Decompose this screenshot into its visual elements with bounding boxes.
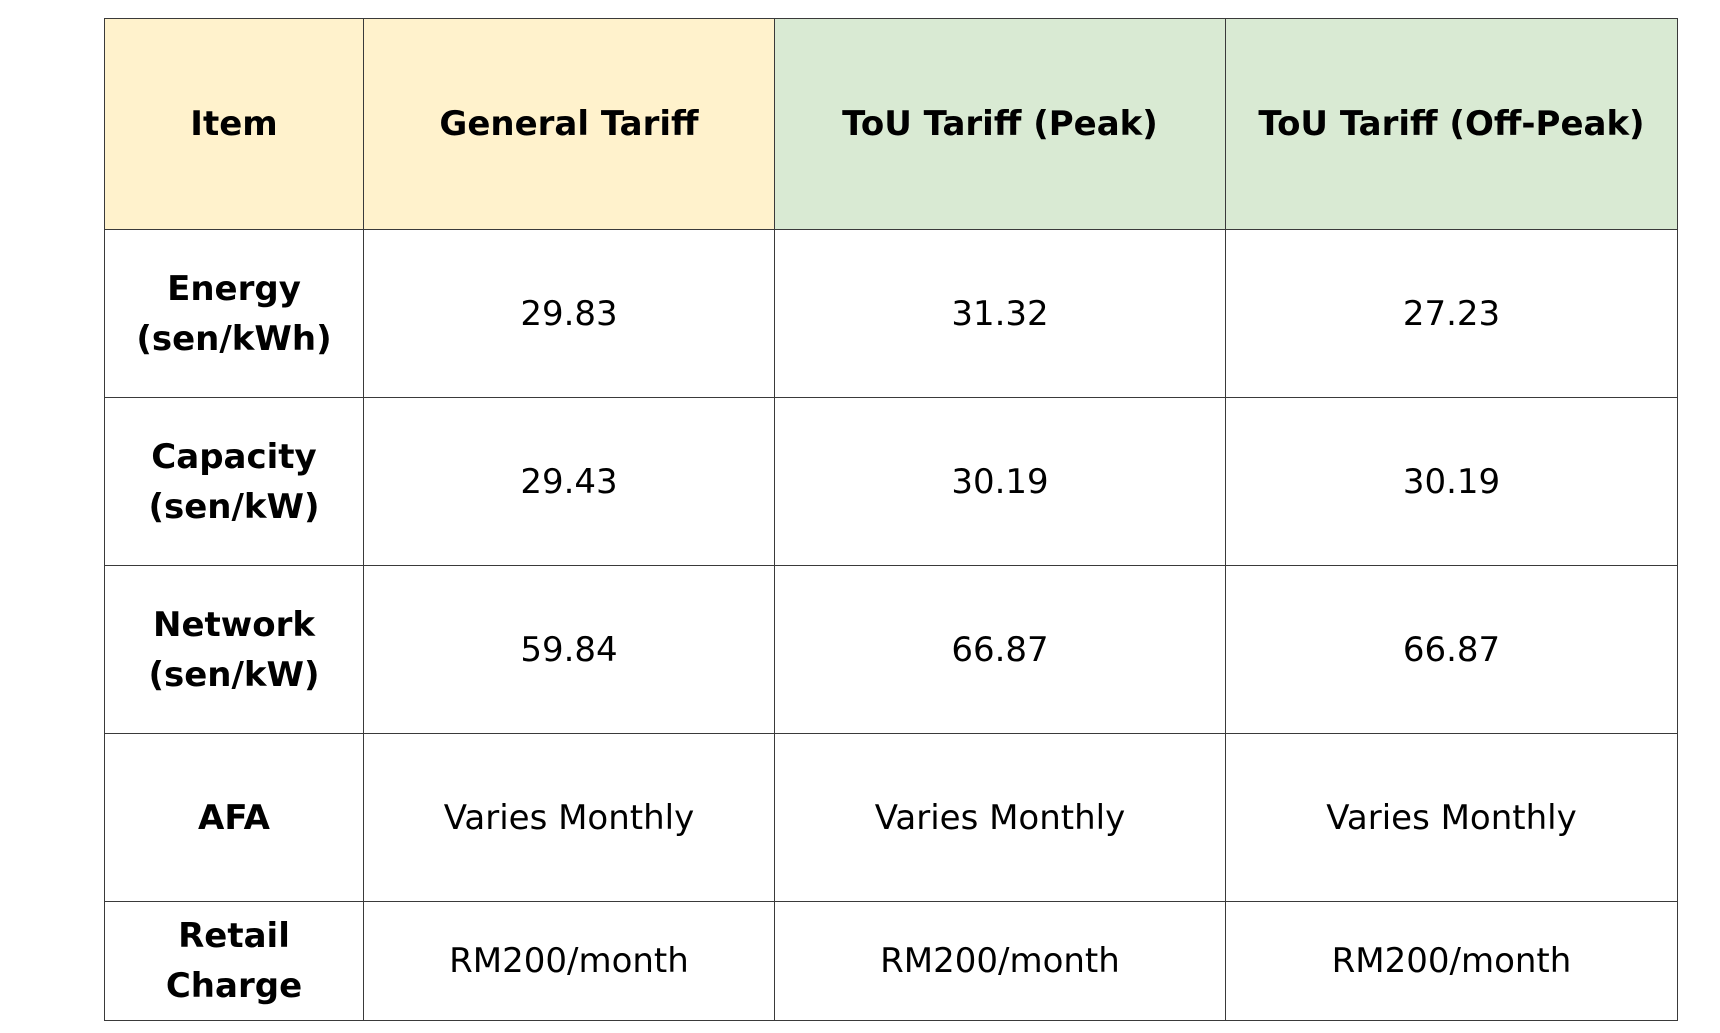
cell-afa-tou-off-peak: Varies Monthly [1225, 733, 1678, 902]
row-label-line: AFA [198, 797, 270, 838]
row-label-network: Network (sen/kW) [104, 565, 364, 734]
cell-afa-general: Varies Monthly [363, 733, 775, 902]
row-label-retail-charge: Retail Charge [104, 901, 364, 1021]
cell-retail-tou-off-peak: RM200/month [1225, 901, 1678, 1021]
row-label-unit: (sen/kW) [148, 654, 320, 695]
cell-capacity-tou-peak: 30.19 [774, 397, 1226, 566]
cell-retail-general: RM200/month [363, 901, 775, 1021]
row-label-capacity: Capacity (sen/kW) [104, 397, 364, 566]
row-label-unit: (sen/kWh) [136, 318, 332, 359]
row-label-line: Capacity [151, 436, 317, 477]
row-label-line: Network [153, 604, 315, 645]
row-label-line: Charge [165, 966, 303, 1006]
row-label-line: Retail [178, 916, 290, 956]
cell-network-tou-peak: 66.87 [774, 565, 1226, 734]
cell-capacity-general: 29.43 [363, 397, 775, 566]
cell-capacity-tou-off-peak: 30.19 [1225, 397, 1678, 566]
row-label-unit: (sen/kW) [148, 486, 320, 527]
table-row-energy: Energy (sen/kWh) 29.83 31.32 27.23 [104, 229, 1678, 398]
header-tou-off-peak: ToU Tariff (Off-Peak) [1225, 18, 1678, 230]
header-item: Item [104, 18, 364, 230]
cell-afa-tou-peak: Varies Monthly [774, 733, 1226, 902]
cell-energy-tou-peak: 31.32 [774, 229, 1226, 398]
row-label-afa: AFA [104, 733, 364, 902]
cell-network-tou-off-peak: 66.87 [1225, 565, 1678, 734]
header-general-tariff: General Tariff [363, 18, 775, 230]
cell-energy-tou-off-peak: 27.23 [1225, 229, 1678, 398]
tariff-comparison-table: Item General Tariff ToU Tariff (Peak) To… [104, 18, 1678, 1021]
cell-retail-tou-peak: RM200/month [774, 901, 1226, 1021]
table-row-network: Network (sen/kW) 59.84 66.87 66.87 [104, 565, 1678, 734]
header-tou-peak: ToU Tariff (Peak) [774, 18, 1226, 230]
cell-energy-general: 29.83 [363, 229, 775, 398]
row-label-energy: Energy (sen/kWh) [104, 229, 364, 398]
table-row-capacity: Capacity (sen/kW) 29.43 30.19 30.19 [104, 397, 1678, 566]
cell-network-general: 59.84 [363, 565, 775, 734]
table-row-retail-charge: Retail Charge RM200/month RM200/month RM… [104, 901, 1678, 1021]
row-label-line: Energy [167, 268, 301, 309]
table-row-afa: AFA Varies Monthly Varies Monthly Varies… [104, 733, 1678, 902]
header-row: Item General Tariff ToU Tariff (Peak) To… [104, 18, 1678, 230]
